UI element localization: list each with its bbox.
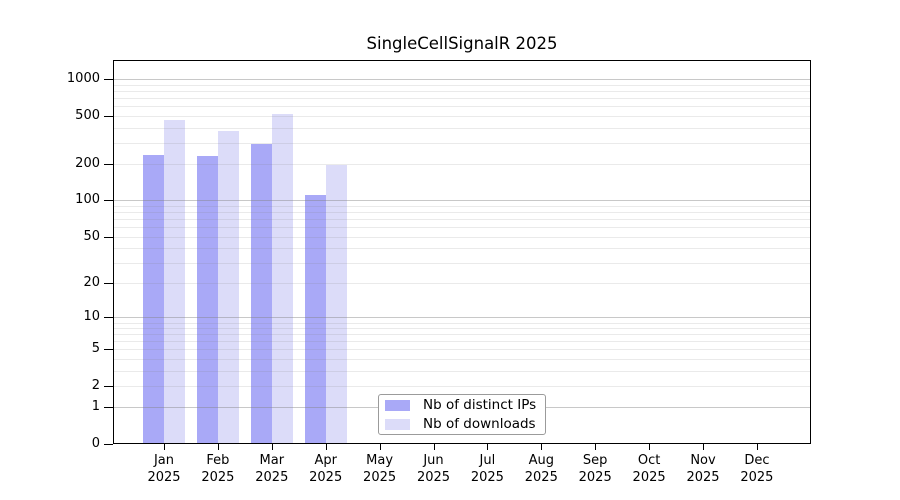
gridline-major <box>113 317 811 319</box>
x-tick-label: Oct 2025 <box>632 453 666 485</box>
gridline-minor <box>113 106 811 108</box>
bar-downloads <box>271 114 293 444</box>
gridline-minor <box>113 219 811 221</box>
gridline-minor <box>113 85 811 86</box>
bar-distinct-ips <box>250 143 272 444</box>
gridline-minor <box>113 334 811 336</box>
y-tick <box>104 317 113 319</box>
bar-downloads <box>164 119 185 444</box>
x-tick-label: Jun 2025 <box>416 453 451 485</box>
y-tick-label: 1000 <box>66 71 100 87</box>
gridline-minor <box>113 370 811 372</box>
gridline-major <box>113 200 811 202</box>
x-tick-label: Jan 2025 <box>147 453 181 485</box>
x-tick-label: Dec 2025 <box>740 453 774 485</box>
y-tick <box>104 200 113 202</box>
x-tick <box>595 444 597 450</box>
gridline-minor <box>113 359 811 361</box>
gridline-minor <box>113 142 811 144</box>
y-tick-label: 50 <box>83 228 100 244</box>
legend-label-downloads: Nb of downloads <box>423 416 536 432</box>
y-tick <box>104 164 113 166</box>
x-tick <box>271 444 273 450</box>
plot-area <box>113 60 811 444</box>
x-tick-label: Feb 2025 <box>201 453 235 485</box>
y-tick-label: 2 <box>91 378 100 394</box>
y-tick <box>104 386 113 388</box>
gridline-minor <box>113 283 811 285</box>
x-tick <box>487 444 489 450</box>
y-tick <box>104 407 113 409</box>
bar-distinct-ips <box>304 195 326 444</box>
gridline-minor <box>113 115 811 117</box>
gridline-minor <box>113 262 811 264</box>
gridline-minor <box>113 98 811 100</box>
legend-item-downloads: Nb of downloads <box>385 416 545 432</box>
legend-item-distinct-ips: Nb of distinct IPs <box>385 397 545 413</box>
y-tick-label: 1 <box>91 399 100 415</box>
gridline-minor <box>113 349 811 351</box>
y-tick-label: 200 <box>75 156 100 172</box>
gridline-major <box>113 79 811 81</box>
x-tick <box>379 444 381 450</box>
y-tick <box>104 115 113 117</box>
x-tick-label: Apr 2025 <box>309 453 343 485</box>
y-tick-label: 500 <box>75 107 100 123</box>
x-tick-label: May 2025 <box>363 453 397 485</box>
x-tick <box>325 444 327 450</box>
x-tick <box>649 444 651 450</box>
gridline-minor <box>113 248 811 250</box>
y-tick-label: 20 <box>83 275 100 291</box>
gridline-minor <box>113 328 811 330</box>
gridline-minor <box>113 164 811 166</box>
bar-distinct-ips <box>143 155 164 444</box>
x-tick-label: Jul 2025 <box>470 453 504 485</box>
gridline-minor <box>113 386 811 388</box>
x-tick-label: Aug 2025 <box>524 453 558 485</box>
y-tick <box>104 444 113 445</box>
chart-title: SingleCellSignalR 2025 <box>366 34 558 53</box>
x-tick-label: Nov 2025 <box>686 453 720 485</box>
y-tick-label: 10 <box>83 309 100 325</box>
x-tick <box>756 444 758 450</box>
y-tick-label: 0 <box>91 436 100 451</box>
gridline-minor <box>113 227 811 229</box>
legend-label-distinct-ips: Nb of distinct IPs <box>423 397 537 413</box>
y-tick <box>104 349 113 351</box>
gridline-minor <box>113 341 811 343</box>
y-tick-label: 5 <box>91 341 100 357</box>
bar-distinct-ips <box>196 155 218 444</box>
y-tick-label: 100 <box>75 192 100 208</box>
legend-swatch-downloads-icon <box>385 418 410 430</box>
gridline-minor <box>113 205 811 207</box>
gridline-minor <box>113 322 811 324</box>
x-tick <box>164 444 165 450</box>
legend: Nb of distinct IPs Nb of downloads <box>378 394 546 435</box>
gridline-minor <box>113 236 811 238</box>
bar-downloads <box>217 130 239 444</box>
x-tick <box>541 444 543 450</box>
gridline-minor <box>113 212 811 214</box>
x-tick <box>217 444 219 450</box>
y-tick <box>104 79 113 81</box>
legend-swatch-distinct-ips-icon <box>385 399 410 411</box>
x-tick-label: Sep 2025 <box>578 453 612 485</box>
gridline-minor <box>113 127 811 129</box>
y-tick <box>104 236 113 238</box>
y-tick <box>104 283 113 285</box>
x-tick <box>703 444 704 450</box>
bar-downloads <box>325 164 347 444</box>
x-tick-label: Mar 2025 <box>255 453 289 485</box>
gridline-minor <box>113 91 811 93</box>
x-tick <box>433 444 435 450</box>
